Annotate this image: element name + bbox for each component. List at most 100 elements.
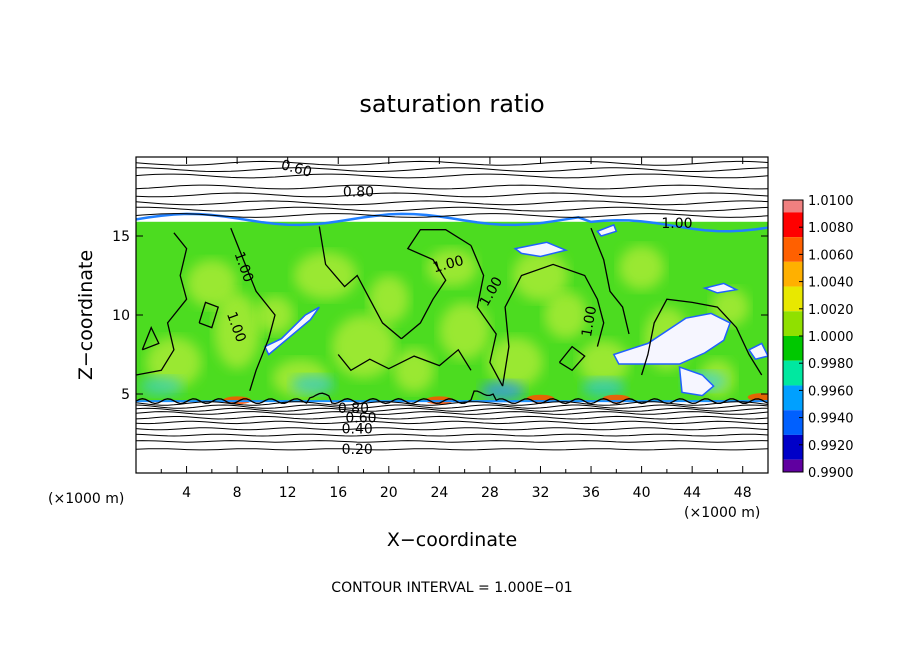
x-tick-label: 12 bbox=[279, 485, 297, 501]
contour-line-1-00 bbox=[558, 345, 586, 372]
contour-line-1-00 bbox=[470, 245, 504, 387]
contour-line-1-00 bbox=[640, 298, 763, 376]
contour-line-lower bbox=[136, 407, 768, 412]
warm-spot bbox=[747, 393, 768, 402]
contour-line-lower bbox=[136, 415, 768, 420]
saturation-field bbox=[136, 212, 768, 405]
field-patch bbox=[214, 292, 260, 369]
contour-label: 1.00 bbox=[431, 253, 465, 277]
contour-line-lower bbox=[136, 427, 768, 431]
field-patch bbox=[294, 251, 358, 300]
y-axis-ticks: 5 10 15 bbox=[112, 229, 768, 403]
x-tick-label: 4 bbox=[182, 485, 191, 501]
colorbar-segment bbox=[783, 434, 803, 460]
contour-line-lower bbox=[136, 440, 768, 443]
colorbar-label: 1.0100 bbox=[808, 194, 854, 209]
contour-line-upper bbox=[136, 200, 768, 206]
x-tick-label: 16 bbox=[329, 485, 347, 501]
y-tick-label: 10 bbox=[112, 308, 130, 324]
contour-line-1-00 bbox=[141, 325, 160, 351]
colorbar-segment bbox=[783, 459, 803, 472]
contour-line-lower bbox=[136, 420, 768, 425]
contour-line-upper bbox=[136, 192, 768, 198]
colorbar-label: 0.9980 bbox=[808, 357, 854, 372]
subsaturated-region bbox=[678, 366, 715, 397]
field-patch bbox=[711, 288, 750, 327]
y-axis-label: Z−coordinate bbox=[75, 250, 97, 380]
contour-label: 1.00 bbox=[661, 216, 692, 232]
x-axis-label: X−coordinate bbox=[387, 529, 517, 551]
field-patch-low bbox=[290, 374, 335, 395]
colorbar-segment bbox=[783, 385, 803, 411]
field-patch bbox=[512, 250, 569, 301]
contour-interval-note: CONTOUR INTERVAL = 1.000E−01 bbox=[331, 580, 572, 596]
x-tick-label: 36 bbox=[582, 485, 600, 501]
field-patch bbox=[331, 315, 396, 379]
field-patch bbox=[393, 348, 435, 393]
colorbar-segment bbox=[783, 286, 803, 312]
x-axis-ticks: 4 8 12 16 20 24 28 32 36 40 44 48 bbox=[160, 157, 752, 501]
colorbar-label: 1.0000 bbox=[808, 330, 854, 345]
contour-lines bbox=[136, 160, 768, 451]
field-patch bbox=[368, 275, 410, 323]
subsaturated-region bbox=[263, 306, 320, 356]
colorbar-segment bbox=[783, 410, 803, 435]
contour-line-upper bbox=[136, 213, 768, 218]
subsaturated-region bbox=[747, 342, 768, 361]
field-patch bbox=[426, 248, 478, 287]
colorbar-segment bbox=[783, 212, 803, 238]
contour-line-1-00 bbox=[198, 301, 220, 329]
colorbar-label: 0.9940 bbox=[808, 412, 854, 427]
field-patch bbox=[544, 291, 588, 339]
field-patch-low bbox=[480, 380, 525, 401]
colorbar-label: 1.0020 bbox=[808, 303, 854, 318]
contour-line-lower bbox=[136, 433, 768, 437]
colorbar-label: 0.9960 bbox=[808, 384, 854, 399]
cloud-top-fringe bbox=[136, 212, 768, 233]
field-patch-low bbox=[581, 377, 626, 398]
contour-line-lower bbox=[136, 404, 768, 409]
x-tick-label: 48 bbox=[734, 485, 752, 501]
x-tick-label: 32 bbox=[532, 485, 550, 501]
x-unit-left: (×1000 m) bbox=[48, 491, 124, 507]
contour-line-1-00 bbox=[590, 227, 630, 335]
contour-line-1-00 bbox=[318, 226, 402, 340]
y-tick-label: 5 bbox=[121, 387, 130, 403]
colorbar-label: 0.9900 bbox=[808, 466, 854, 481]
x-tick-label: 28 bbox=[481, 485, 499, 501]
x-tick-label: 20 bbox=[380, 485, 398, 501]
x-tick-label: 8 bbox=[233, 485, 242, 501]
colorbar-segment bbox=[783, 311, 803, 336]
plot-area: 0.200.400.600.800.800.601.001.001.001.00… bbox=[112, 156, 769, 501]
colorbar-label: 1.0040 bbox=[808, 276, 854, 291]
field-patch bbox=[439, 302, 490, 360]
contour-line-1-00 bbox=[400, 229, 472, 340]
y-tick-label: 15 bbox=[112, 229, 130, 245]
contour-line-upper bbox=[136, 206, 768, 212]
contour-line-upper bbox=[136, 160, 768, 166]
contour-label: 0.40 bbox=[342, 422, 373, 438]
field-patch bbox=[487, 337, 544, 388]
contour-line-lower bbox=[136, 448, 768, 451]
contour-line-lower bbox=[136, 411, 768, 415]
field-patch bbox=[578, 340, 629, 385]
subsaturated-region bbox=[513, 241, 569, 258]
subsaturated-region bbox=[702, 282, 739, 294]
field-patch bbox=[618, 245, 665, 290]
chart-title: saturation ratio bbox=[359, 90, 544, 118]
colorbar-segment bbox=[783, 360, 803, 386]
contour-line-1-00 bbox=[136, 232, 188, 376]
colorbar-label: 1.0060 bbox=[808, 248, 854, 263]
contour-line-upper bbox=[136, 184, 768, 190]
field-patch bbox=[186, 259, 238, 308]
colorbar-segment bbox=[783, 200, 803, 213]
contour-label: 0.20 bbox=[342, 442, 373, 458]
contour-line-cloud-base bbox=[136, 390, 768, 405]
colorbar: 1.0100 1.0080 1.0060 1.0040 1.0020 1.0000 0.99… bbox=[782, 194, 854, 481]
contour-line-1-00 bbox=[501, 263, 605, 387]
contour-line-upper bbox=[136, 167, 768, 172]
colorbar-segment bbox=[783, 261, 803, 287]
x-tick-label: 40 bbox=[633, 485, 651, 501]
contour-label: 1.00 bbox=[579, 305, 600, 338]
